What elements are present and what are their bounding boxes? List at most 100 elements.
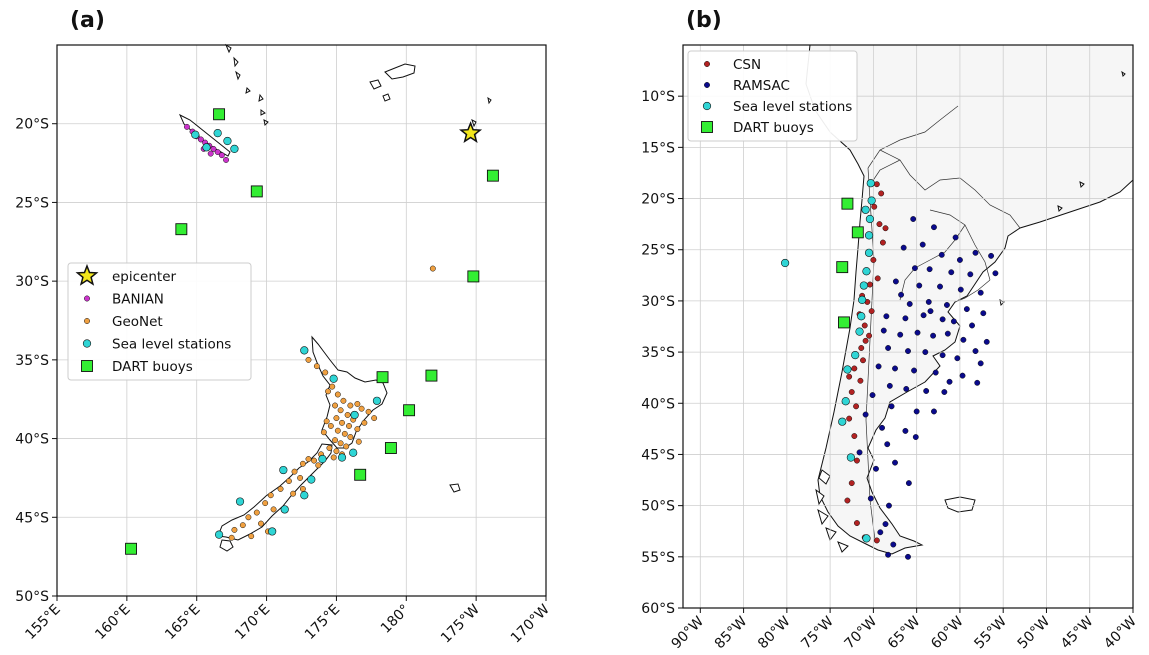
panel-b-frame <box>682 44 1134 609</box>
ramsac-station <box>882 521 889 528</box>
sea-level-station <box>861 205 870 214</box>
ramsac-station <box>890 541 897 548</box>
legend-a-marker <box>75 263 99 286</box>
ramsac-station <box>898 291 905 298</box>
ramsac-station <box>938 251 945 258</box>
csn-station <box>878 190 885 197</box>
ramsac-station <box>931 224 937 231</box>
ramsac-station <box>937 283 943 290</box>
geonet-station <box>329 383 336 390</box>
x-tick-label: 65°W <box>885 613 924 652</box>
dart-buoy <box>467 270 480 283</box>
geonet-station <box>325 388 331 395</box>
csn-station <box>853 403 860 410</box>
panel-b-map: (b) 90°W 85°W 80°W 75°W 70°W 65°W 60°W 55°W 50°W… <box>641 8 1140 652</box>
ramsac-station <box>906 301 913 307</box>
legend-b-marker <box>701 121 713 133</box>
fiji-islands <box>369 63 416 102</box>
panel-b-stations <box>781 179 999 560</box>
legend-b-marker <box>704 82 710 88</box>
ramsac-station <box>886 502 892 509</box>
panel-a-label: (a) <box>70 8 105 33</box>
ramsac-station <box>880 327 887 334</box>
geonet-station <box>332 437 338 444</box>
x-tick-label: 155°E <box>22 602 63 643</box>
geonet-station <box>333 415 340 422</box>
geonet-station <box>337 407 344 414</box>
x-tick-label: 85°W <box>712 613 751 652</box>
ramsac-station <box>911 265 918 272</box>
ramsac-station <box>926 266 933 273</box>
panel-b-legend: CSN RAMSAC Sea level stations DART buoys <box>687 50 858 142</box>
csn-station <box>857 377 864 384</box>
ramsac-station <box>948 269 955 276</box>
geonet-station <box>322 369 329 376</box>
ramsac-station <box>877 529 884 536</box>
ramsac-station <box>869 392 876 399</box>
ramsac-station <box>980 310 987 317</box>
geonet-station <box>253 509 260 516</box>
panel-a-stations <box>125 108 499 555</box>
sea-level-station <box>841 397 850 406</box>
ramsac-station <box>892 459 898 466</box>
csn-station <box>868 308 875 315</box>
x-tick-label: 45°W <box>1058 613 1097 652</box>
ramsac-station <box>886 382 893 389</box>
dart-buoy <box>836 261 849 274</box>
ramsac-station <box>957 286 964 293</box>
legend-a-label: DART buoys <box>112 359 193 375</box>
geonet-station <box>358 405 365 412</box>
csn-station <box>851 365 858 372</box>
ramsac-station <box>914 329 921 336</box>
ramsac-station <box>875 363 882 370</box>
sea-level-station <box>318 454 327 464</box>
ramsac-station <box>916 282 923 289</box>
x-tick-label: 50°W <box>1015 613 1054 652</box>
panel-a-ticks: 155°E 160°E 165°E 170°E 175°E 180° 175°W 170°W 2… <box>15 117 553 647</box>
geonet-station <box>330 454 337 461</box>
y-tick-label: 45°S <box>641 447 675 463</box>
ramsac-station <box>946 378 953 385</box>
ramsac-station <box>903 385 910 392</box>
dart-buoy <box>376 371 389 384</box>
ramsac-station <box>919 241 926 248</box>
csn-station <box>860 357 866 364</box>
geonet-station <box>262 500 269 507</box>
country-borders <box>865 105 1021 541</box>
sea-level-station <box>862 267 871 276</box>
geonet-station <box>305 356 312 363</box>
ramsac-station <box>922 349 929 356</box>
csn-station <box>848 389 855 395</box>
legend-b-label: Sea level stations <box>733 99 852 115</box>
chatham-islands <box>449 483 461 493</box>
sea-level-station <box>268 527 277 536</box>
ramsac-station <box>944 330 951 337</box>
sea-level-station <box>864 231 874 240</box>
sea-level-station <box>349 448 358 457</box>
csn-station <box>871 203 878 210</box>
ramsac-station <box>963 306 970 313</box>
ramsac-station <box>905 348 911 355</box>
legend-a-marker <box>84 295 90 302</box>
geonet-station <box>354 400 361 407</box>
ramsac-station <box>884 441 891 448</box>
dart-buoy <box>851 226 864 239</box>
x-tick-label: 75°W <box>798 613 837 652</box>
legend-b-label: RAMSAC <box>733 78 790 94</box>
sea-level-station <box>350 410 359 420</box>
ramsac-station <box>867 495 874 502</box>
csn-station <box>866 332 873 339</box>
ramsac-station <box>856 449 863 456</box>
csn-station <box>874 275 881 282</box>
ramsac-station <box>941 389 948 395</box>
sea-level-station <box>191 130 200 139</box>
ramsac-station <box>897 331 904 338</box>
ramsac-station <box>977 289 984 296</box>
geonet-station <box>344 412 351 418</box>
ramsac-station <box>931 408 937 415</box>
banian-station <box>214 149 221 156</box>
ramsac-station <box>972 249 979 256</box>
csn-station <box>853 457 860 464</box>
csn-station <box>851 433 858 439</box>
ramsac-station <box>932 369 939 376</box>
